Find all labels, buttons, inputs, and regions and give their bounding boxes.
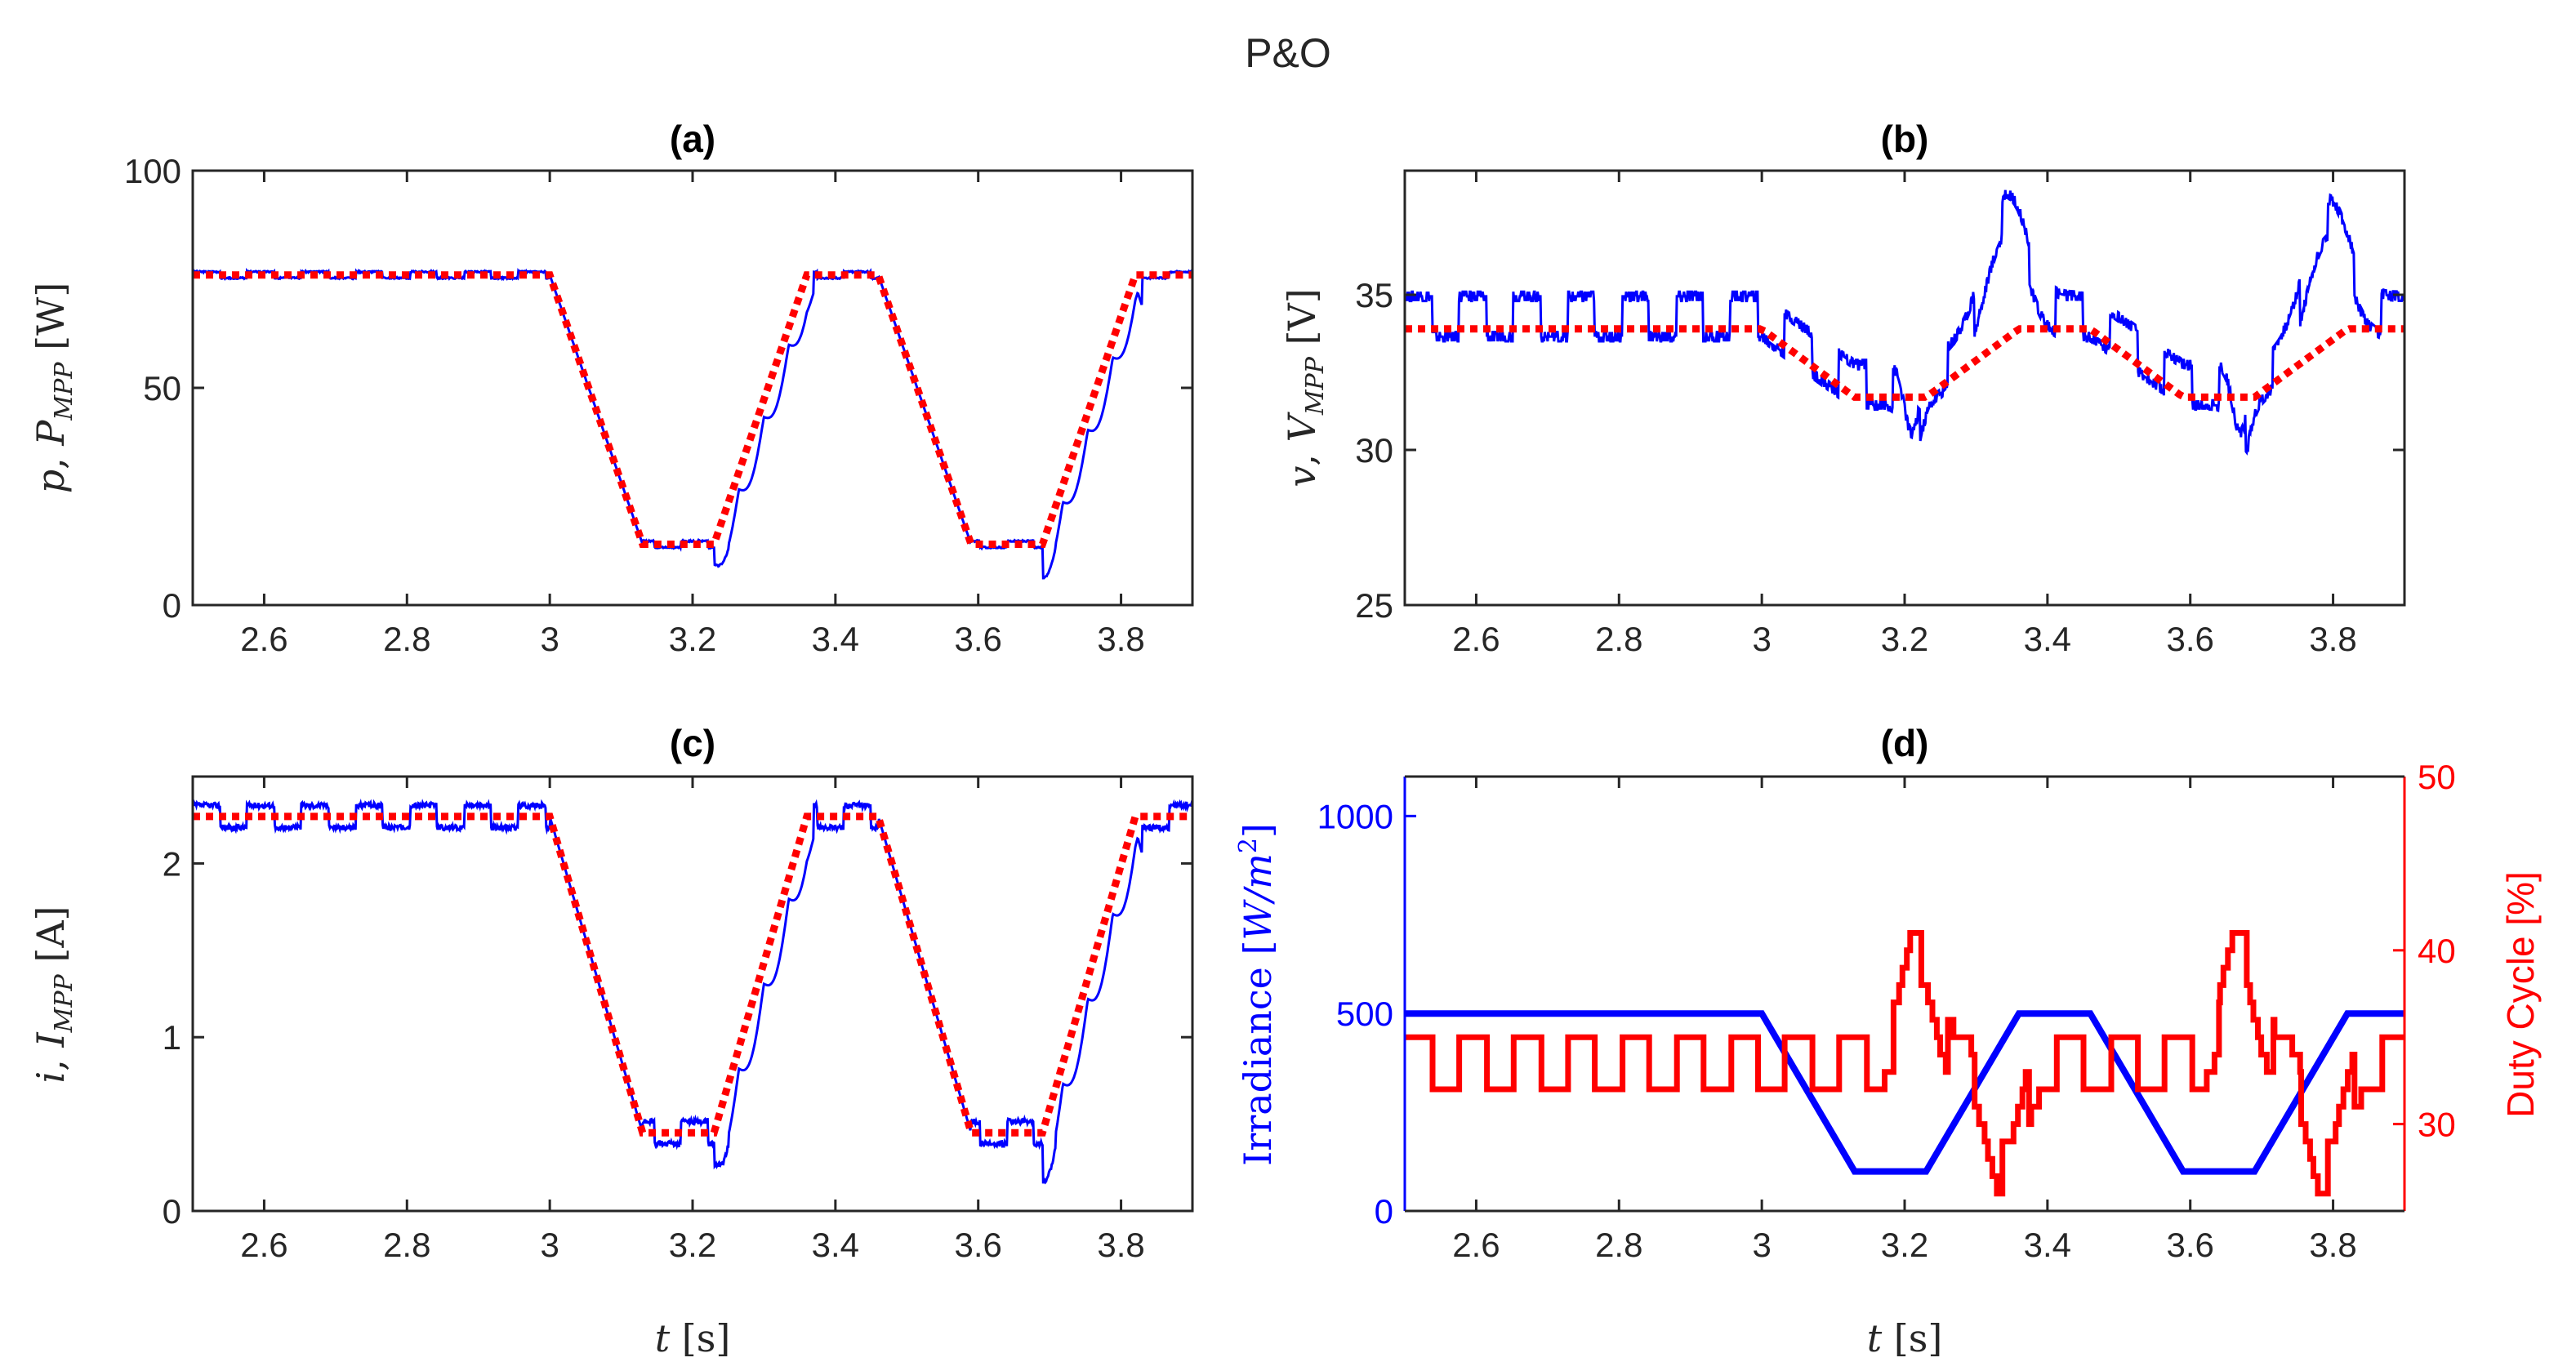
panel-c: (c) i, IMPP [A] t [s] 2.6 2.8 3 3.2 3.4 3.6 3.… bbox=[29, 722, 1194, 1360]
panel-a-ytick-label: 50 bbox=[143, 369, 181, 407]
panel-d-xtick-label: 3.6 bbox=[2167, 1226, 2214, 1264]
panel-a-xtick-label: 2.6 bbox=[240, 620, 287, 658]
panel-b-title: (b) bbox=[1881, 118, 1929, 160]
panel-a: (a) p, PMPP [W] 2.6 2.8 3 3.2 3.4 3.6 3.8 0 50 10… bbox=[29, 118, 1194, 658]
panel-b-xtick-label: 3.2 bbox=[1881, 620, 1928, 658]
panel-b-xtick-label: 3.6 bbox=[2167, 620, 2214, 658]
panel-d-ytick-label: 1000 bbox=[1317, 797, 1393, 835]
panel-d-ytick-right-label: 30 bbox=[2418, 1106, 2456, 1144]
panel-d-xlabel: t [s] bbox=[1867, 1316, 1943, 1360]
panel-d-xtick-label: 2.6 bbox=[1452, 1226, 1500, 1264]
panel-d-title: (d) bbox=[1881, 722, 1929, 764]
panel-d-ylabel-right: Duty Cycle [%] bbox=[2499, 871, 2542, 1118]
panel-a-measured-line bbox=[193, 267, 1192, 580]
panel-c-xtick-label: 3.2 bbox=[669, 1226, 716, 1264]
panel-c-xtick-label: 3 bbox=[540, 1226, 559, 1264]
panel-a-xtick-label: 3.6 bbox=[955, 620, 1002, 658]
panel-a-xtick-label: 3.8 bbox=[1097, 620, 1144, 658]
panel-b-xtick-label: 3.8 bbox=[2309, 620, 2356, 658]
panel-d-xtick-label: 3.2 bbox=[1881, 1226, 1928, 1264]
panel-c-measured-line bbox=[193, 798, 1192, 1185]
panel-a-xtick-label: 3 bbox=[540, 620, 559, 658]
panel-d: (d) Irradiance [W/m2] Duty Cycle [%] t [… bbox=[1234, 722, 2542, 1360]
panel-a-reference-line bbox=[193, 271, 1192, 548]
panel-a-xtick-label: 3.4 bbox=[812, 620, 859, 658]
panel-c-ytick-label: 0 bbox=[163, 1192, 181, 1231]
panel-d-irradiance-line bbox=[1405, 1010, 2404, 1175]
panel-d-duty-cycle-line bbox=[1405, 930, 2404, 1197]
panel-c-xtick-label: 3.8 bbox=[1097, 1226, 1144, 1264]
panel-b-frame bbox=[1403, 169, 2406, 607]
panel-c-title: (c) bbox=[670, 722, 715, 764]
panel-d-ytick-label: 0 bbox=[1375, 1192, 1393, 1231]
panel-c-xtick-label: 2.6 bbox=[240, 1226, 287, 1264]
panel-b-measured-line bbox=[1405, 189, 2404, 456]
panel-d-xtick-label: 3.4 bbox=[2024, 1226, 2071, 1264]
panel-c-frame bbox=[191, 775, 1194, 1213]
panel-c-ylabel: i, IMPP [A] bbox=[29, 906, 78, 1084]
panel-b-ytick-label: 30 bbox=[1355, 431, 1393, 470]
panel-b-ytick-label: 35 bbox=[1355, 276, 1393, 314]
figure-title: P&O bbox=[1245, 30, 1331, 76]
panel-c-xtick-label: 3.6 bbox=[955, 1226, 1002, 1264]
panel-b-xtick-label: 2.6 bbox=[1452, 620, 1500, 658]
panel-d-xtick-label: 3 bbox=[1752, 1226, 1771, 1264]
panel-c-ytick-label: 2 bbox=[163, 844, 181, 883]
panel-a-xtick-label: 2.8 bbox=[383, 620, 430, 658]
panel-b-xtick-label: 3.4 bbox=[2024, 620, 2071, 658]
panel-c-ytick-label: 1 bbox=[163, 1018, 181, 1057]
panel-b-ylabel: v, VMPP [V] bbox=[1280, 288, 1330, 487]
panel-d-ytick-label: 500 bbox=[1336, 995, 1393, 1033]
panel-a-frame bbox=[191, 169, 1194, 607]
panel-d-xtick-label: 2.8 bbox=[1595, 1226, 1642, 1264]
panel-a-title: (a) bbox=[670, 118, 715, 160]
panel-d-ytick-right-label: 50 bbox=[2418, 758, 2456, 796]
panel-d-ylabel: Irradiance [W/m2] bbox=[1234, 823, 1280, 1166]
panel-a-xtick-label: 3.2 bbox=[669, 620, 716, 658]
panel-c-reference-line bbox=[193, 812, 1192, 1137]
panel-d-ytick-right-label: 40 bbox=[2418, 932, 2456, 970]
panel-a-ytick-label: 100 bbox=[124, 152, 181, 190]
panel-c-xtick-label: 2.8 bbox=[383, 1226, 430, 1264]
panel-b-xtick-label: 2.8 bbox=[1595, 620, 1642, 658]
panel-c-xtick-label: 3.4 bbox=[812, 1226, 859, 1264]
panel-a-ytick-label: 0 bbox=[163, 586, 181, 625]
panel-b: (b) v, VMPP [V] 2.6 2.8 3 3.2 3.4 3.6 3.8 25 30 3… bbox=[1280, 118, 2406, 658]
panel-b-ytick-label: 25 bbox=[1355, 586, 1393, 625]
panel-b-xtick-label: 3 bbox=[1752, 620, 1771, 658]
panel-c-xlabel: t [s] bbox=[655, 1316, 731, 1360]
panel-a-ylabel: p, PMPP [W] bbox=[29, 283, 78, 494]
panel-d-xtick-label: 3.8 bbox=[2309, 1226, 2356, 1264]
